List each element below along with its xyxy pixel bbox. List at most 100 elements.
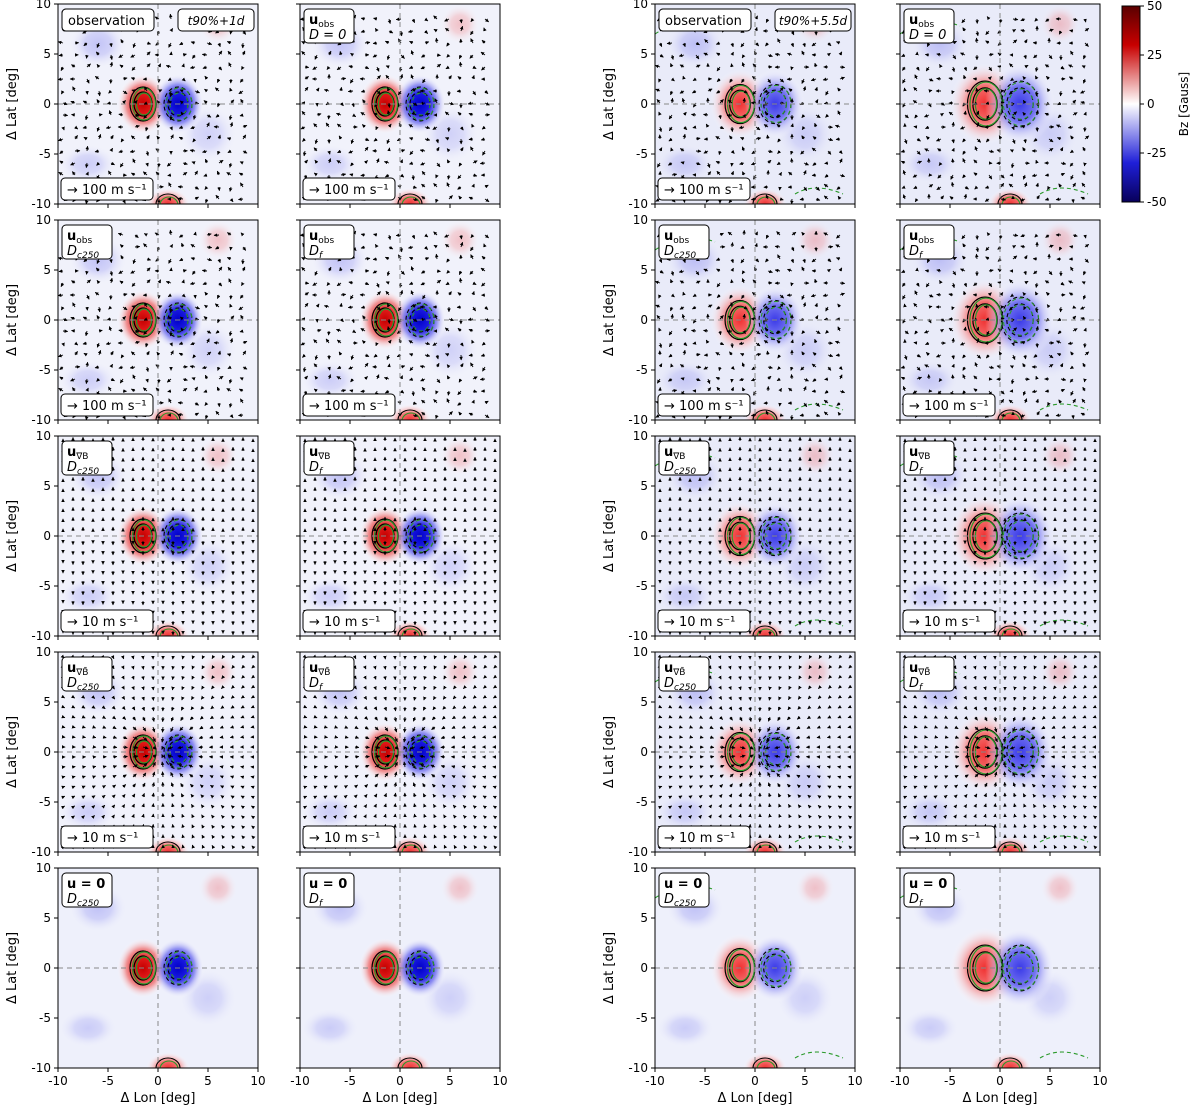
velocity-arrow xyxy=(387,363,391,368)
y-tick-label: 0 xyxy=(640,97,648,111)
velocity-arrow xyxy=(468,137,474,141)
velocity-arrow xyxy=(1034,306,1039,313)
velocity-arrow xyxy=(334,735,339,739)
velocity-arrow xyxy=(58,269,64,273)
velocity-arrow xyxy=(58,77,64,81)
y-tick-label: 10 xyxy=(633,213,648,227)
velocity-arrow xyxy=(492,724,497,729)
y-tick-label: 0 xyxy=(640,529,648,543)
reference-arrow-label: → 100 m s⁻¹ xyxy=(67,183,147,198)
velocity-arrow xyxy=(824,377,829,381)
velocity-arrow xyxy=(372,257,378,261)
velocity-arrow xyxy=(411,174,415,181)
velocity-arrow xyxy=(666,41,673,45)
velocity-arrow xyxy=(92,765,97,769)
reference-arrow-label: → 100 m s⁻¹ xyxy=(664,183,744,198)
velocity-arrow xyxy=(726,113,733,117)
velocity-arrow xyxy=(924,53,930,57)
y-tick-label: 0 xyxy=(43,529,51,543)
y-tick-label: 5 xyxy=(640,479,648,493)
y-tick-label: 10 xyxy=(633,0,648,11)
time-label: t90%+5.5d xyxy=(779,14,848,28)
panel-r3-c1: u∇B̄Df→ 10 m s⁻¹ xyxy=(296,651,501,856)
velocity-arrow xyxy=(936,77,942,81)
velocity-arrow xyxy=(402,726,407,733)
velocity-arrow xyxy=(924,269,930,273)
velocity-arrow xyxy=(951,374,955,380)
velocity-arrow xyxy=(313,725,318,729)
velocity-arrow xyxy=(718,114,722,120)
velocity-arrow xyxy=(85,270,89,275)
panel-r2-c1: u∇BDf→ 10 m s⁻¹ xyxy=(296,435,501,640)
y-tick-label: 5 xyxy=(640,263,648,277)
velocity-arrow xyxy=(160,726,165,733)
background-flux-patch xyxy=(1040,220,1080,260)
velocity-arrow xyxy=(303,724,308,729)
y-tick-label: -10 xyxy=(31,629,51,643)
time-label: t90%+1d xyxy=(188,14,245,28)
background-flux-patch xyxy=(440,220,480,260)
velocity-arrow xyxy=(395,17,402,21)
y-tick-label: 0 xyxy=(43,745,51,759)
y-tick-label: -5 xyxy=(39,363,51,377)
velocity-arrow xyxy=(171,686,175,691)
velocity-arrow xyxy=(106,101,112,105)
velocity-arrow xyxy=(364,745,370,749)
velocity-arrow xyxy=(691,329,697,333)
velocity-arrow xyxy=(360,389,366,393)
velocity-arrow xyxy=(395,233,402,237)
y-tick-label: -5 xyxy=(39,795,51,809)
velocity-arrow xyxy=(468,353,474,357)
velocity-arrow xyxy=(85,145,89,152)
velocity-arrow xyxy=(360,173,366,177)
background-flux-patch xyxy=(795,436,835,476)
panel-label-text: D = 0 xyxy=(309,28,346,43)
y-tick-label: -5 xyxy=(636,579,648,593)
y-tick-label: 10 xyxy=(36,213,51,227)
velocity-arrow xyxy=(383,676,387,680)
velocity-arrow xyxy=(181,665,185,670)
velocity-arrow xyxy=(974,253,979,260)
y-tick-label: -5 xyxy=(39,147,51,161)
velocity-arrow xyxy=(691,113,697,117)
y-tick-label: -10 xyxy=(628,413,648,427)
velocity-arrow xyxy=(703,113,709,117)
velocity-arrow xyxy=(313,775,318,779)
reference-arrow-label: → 10 m s⁻¹ xyxy=(664,615,735,630)
reference-arrow-label: → 100 m s⁻¹ xyxy=(309,399,389,414)
velocity-arrow xyxy=(742,313,746,320)
background-flux-patch xyxy=(1040,4,1080,44)
y-tick-label: -5 xyxy=(636,147,648,161)
velocity-arrow xyxy=(471,735,476,739)
velocity-arrow xyxy=(913,341,918,345)
y-tick-label: 5 xyxy=(43,479,51,493)
velocity-arrow xyxy=(975,303,979,308)
velocity-arrow xyxy=(106,317,112,321)
velocity-arrow xyxy=(61,775,66,780)
velocity-arrow xyxy=(1023,354,1027,360)
y-tick-label: 0 xyxy=(43,313,51,327)
panel-r0-c0: -10 -5 0 5 10 observation t90%+1d → 100 m s⁻¹ xyxy=(31,0,259,211)
velocity-arrow xyxy=(134,245,141,249)
velocity-arrow xyxy=(229,246,233,251)
velocity-arrow xyxy=(334,765,339,769)
y-tick-label: 0 xyxy=(43,97,51,111)
reference-arrow-label: → 100 m s⁻¹ xyxy=(909,399,989,414)
velocity-arrow xyxy=(903,87,907,92)
y-tick-label: 5 xyxy=(43,695,51,709)
velocity-arrow xyxy=(1083,162,1087,167)
velocity-arrow xyxy=(913,125,918,129)
y-tick-label: -10 xyxy=(31,413,51,427)
panel-r0-c2: -10 -5 0 5 10 observation t90%+5.5d → 100 m s⁻¹ xyxy=(628,0,856,211)
velocity-arrow xyxy=(479,377,486,381)
velocity-arrow xyxy=(479,161,486,165)
velocity-arrow xyxy=(1023,138,1027,144)
velocity-arrow xyxy=(250,775,255,780)
y-tick-label: -10 xyxy=(31,197,51,211)
background-flux-patch xyxy=(198,436,238,476)
velocity-arrow xyxy=(790,374,794,380)
velocity-arrow xyxy=(238,413,244,417)
